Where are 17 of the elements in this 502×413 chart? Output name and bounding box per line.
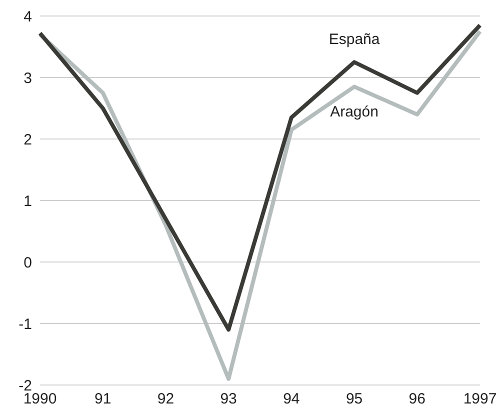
x-tick-label: 93 <box>220 390 237 408</box>
line-series <box>38 23 482 332</box>
y-tick-label: -1 <box>18 316 32 333</box>
y-tick-label: 2 <box>24 131 32 148</box>
x-tick-label: 92 <box>157 390 174 408</box>
x-tick-label: 95 <box>346 390 363 408</box>
series-label: España <box>328 31 380 48</box>
x-tick-label: 1997 <box>463 390 497 408</box>
x-tick-label: 94 <box>283 390 300 408</box>
x-tick-label: 91 <box>94 390 112 408</box>
x-tick-label: 96 <box>408 390 426 408</box>
y-tick-label: 1 <box>24 192 32 210</box>
y-tick-label: 3 <box>24 70 32 87</box>
line-series <box>38 29 482 381</box>
y-tick-label: 0 <box>24 254 32 272</box>
y-tick-label: 4 <box>24 8 32 26</box>
series-label: Aragón <box>330 104 378 121</box>
